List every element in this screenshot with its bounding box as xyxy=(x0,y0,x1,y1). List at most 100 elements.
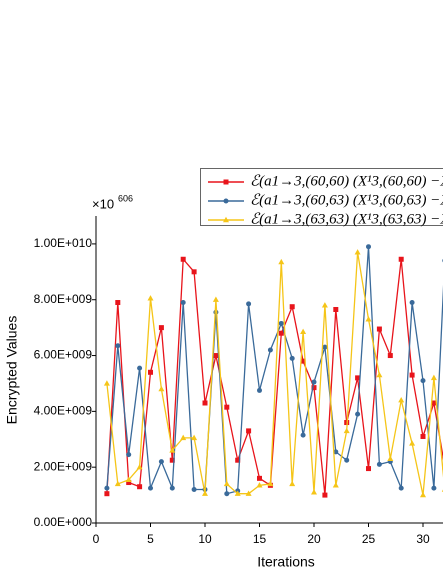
marker xyxy=(321,302,328,308)
marker xyxy=(376,371,383,378)
marker xyxy=(103,380,110,386)
marker xyxy=(169,457,175,463)
marker xyxy=(278,320,284,326)
marker xyxy=(257,387,262,393)
marker xyxy=(333,449,339,455)
marker xyxy=(180,434,187,441)
marker xyxy=(300,432,306,438)
series-line xyxy=(106,257,443,496)
legend: ℰ(a1→3,(60,60) (X¹3,(60,60) −X³1,(60, ℰ(a… xyxy=(200,168,443,227)
marker xyxy=(332,482,339,488)
marker xyxy=(431,485,437,491)
marker xyxy=(430,374,437,381)
y-tick-label: 1.00E+010 xyxy=(34,236,93,250)
marker xyxy=(212,296,219,302)
marker xyxy=(365,316,372,322)
legend-marker xyxy=(223,216,229,223)
marker xyxy=(137,365,143,371)
marker xyxy=(355,411,361,417)
marker xyxy=(289,480,296,487)
marker xyxy=(158,459,164,465)
marker xyxy=(311,385,317,391)
y-tick-label: 4.00E+009 xyxy=(34,404,93,418)
marker xyxy=(354,249,361,255)
marker xyxy=(409,372,415,378)
plot-area xyxy=(103,244,443,498)
marker xyxy=(213,353,219,359)
marker xyxy=(387,455,394,462)
marker xyxy=(136,463,143,470)
y-tick-label: 6.00E+009 xyxy=(34,348,93,362)
marker xyxy=(246,301,252,307)
x-tick-label: 5 xyxy=(147,532,154,546)
marker xyxy=(180,256,186,262)
marker xyxy=(115,300,121,306)
legend-marker xyxy=(223,198,229,204)
y-tick-label: 2.00E+009 xyxy=(34,459,93,473)
marker xyxy=(322,344,328,350)
marker xyxy=(289,355,295,361)
marker xyxy=(343,427,350,434)
marker xyxy=(125,476,132,482)
marker xyxy=(366,244,371,250)
marker xyxy=(300,358,306,364)
marker xyxy=(420,378,426,384)
marker xyxy=(387,353,393,359)
marker xyxy=(311,489,317,495)
multiplier-exponent: 606 xyxy=(118,193,133,203)
marker xyxy=(245,490,252,496)
series-line xyxy=(106,246,443,495)
marker xyxy=(202,490,208,496)
marker xyxy=(398,485,404,491)
marker xyxy=(224,404,230,410)
marker xyxy=(267,480,274,487)
marker xyxy=(169,447,176,453)
marker xyxy=(311,379,317,385)
marker xyxy=(398,397,405,403)
marker xyxy=(126,480,132,486)
marker xyxy=(180,300,186,306)
marker xyxy=(300,328,307,335)
marker xyxy=(409,300,415,306)
marker xyxy=(355,375,361,381)
marker xyxy=(126,452,132,458)
marker xyxy=(420,491,426,498)
x-tick-label: 25 xyxy=(362,532,376,546)
marker xyxy=(115,343,121,349)
marker xyxy=(431,400,437,406)
marker xyxy=(289,304,295,310)
marker xyxy=(223,480,230,487)
marker xyxy=(169,485,175,491)
marker xyxy=(257,475,262,481)
marker xyxy=(234,490,241,496)
y-tick-label: 8.00E+009 xyxy=(34,292,93,306)
marker xyxy=(191,269,197,275)
marker xyxy=(191,434,198,441)
multiplier-base: ×10 xyxy=(92,196,114,211)
marker xyxy=(246,428,252,434)
y-tick-label: 0.00E+000 xyxy=(34,515,93,529)
x-tick-label: 15 xyxy=(253,532,267,546)
marker xyxy=(409,440,416,446)
marker xyxy=(191,487,197,493)
x-tick-label: 10 xyxy=(198,532,212,546)
marker xyxy=(137,484,143,490)
marker xyxy=(104,485,110,491)
marker xyxy=(147,295,154,301)
legend-label: ℰ(a1→3,(60,63) (X¹3,(60,63) −X³1,(60, xyxy=(250,192,443,208)
x-tick-label: 0 xyxy=(93,532,100,546)
legend-label: ℰ(a1→3,(60,60) (X¹3,(60,60) −X³1,(60, xyxy=(250,173,443,189)
x-tick-label: 20 xyxy=(307,532,321,546)
marker xyxy=(224,491,230,497)
marker xyxy=(322,492,328,498)
marker xyxy=(376,326,382,332)
marker xyxy=(202,400,208,406)
series-line xyxy=(106,252,443,496)
marker xyxy=(278,330,284,336)
marker xyxy=(114,480,121,487)
marker xyxy=(398,256,404,262)
marker xyxy=(278,258,285,265)
marker xyxy=(366,466,371,472)
marker xyxy=(104,491,110,497)
marker xyxy=(333,306,339,312)
